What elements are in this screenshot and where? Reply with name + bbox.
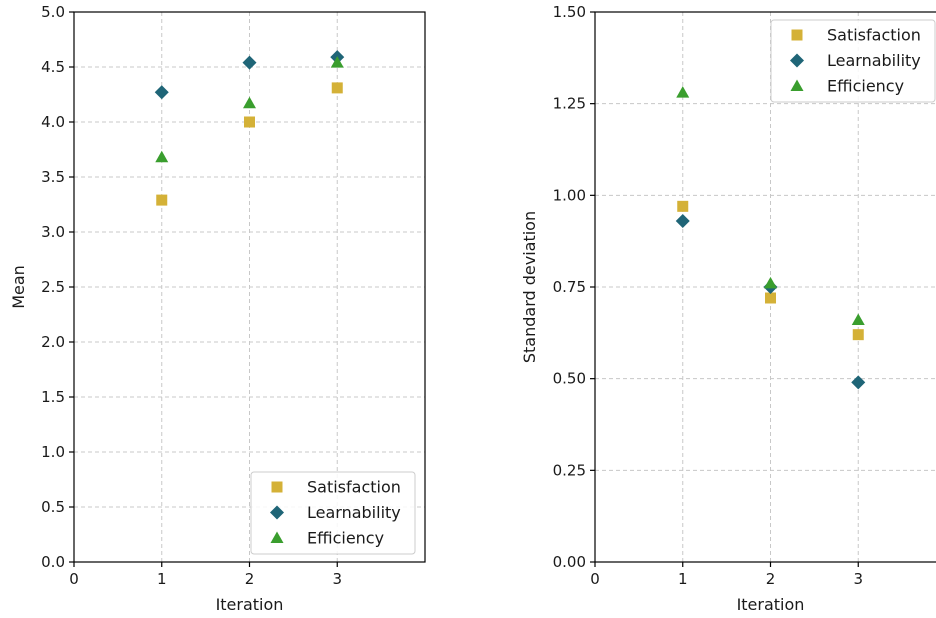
legend: Satisfaction Learnability Efficiency bbox=[250, 471, 416, 555]
y-tick-label: 2.0 bbox=[41, 333, 65, 351]
y-axis-label: Standard deviation bbox=[520, 211, 539, 363]
legend-frame bbox=[250, 471, 416, 555]
y-tick-label: 3.0 bbox=[41, 223, 65, 241]
legend-marker-efficiency bbox=[270, 531, 284, 543]
mean-panel: 0 1 2 3 0.0 0.5 1.0 1.5 2.0 2.5 3.0 3.5 4.0 4.5 5.0 Ite… bbox=[9, 3, 426, 614]
x-tick-label: 0 bbox=[69, 570, 79, 588]
y-tick-label: 1.00 bbox=[553, 186, 586, 204]
x-tick-label: 2 bbox=[766, 570, 776, 588]
data-point-learnability bbox=[154, 85, 169, 100]
y-tick-label: 4.0 bbox=[41, 113, 65, 131]
legend-marker-learnability bbox=[270, 505, 284, 520]
y-tick-label: 1.5 bbox=[41, 388, 65, 406]
data-point-efficiency bbox=[764, 276, 777, 289]
y-tick-label: 0.25 bbox=[553, 461, 586, 479]
legend-marker-learnability bbox=[790, 53, 804, 68]
x-tick-label: 1 bbox=[157, 570, 167, 588]
data-point-satisfaction bbox=[677, 200, 689, 212]
data-point-efficiency bbox=[243, 96, 256, 109]
data-point-satisfaction bbox=[765, 292, 776, 304]
data-point-learnability bbox=[242, 55, 257, 70]
x-tick-label: 3 bbox=[853, 570, 863, 588]
x-tick-label: 0 bbox=[590, 570, 600, 588]
data-point-satisfaction bbox=[244, 116, 255, 128]
y-tick-label: 0.00 bbox=[553, 553, 586, 571]
x-tick-label: 1 bbox=[678, 570, 688, 588]
y-tick-label: 0.50 bbox=[553, 370, 586, 388]
legend-marker-satisfaction bbox=[791, 29, 803, 41]
y-tick-label: 4.5 bbox=[41, 58, 65, 76]
y-tick-label: 3.5 bbox=[41, 168, 65, 186]
data-point-learnability bbox=[851, 375, 866, 390]
data-point-satisfaction bbox=[156, 194, 168, 206]
y-tick-label: 5.0 bbox=[41, 3, 65, 21]
data-point-efficiency bbox=[155, 150, 169, 163]
data-point-satisfaction bbox=[852, 329, 864, 341]
legend-marker-satisfaction bbox=[271, 481, 283, 493]
legend-label: Efficiency bbox=[827, 77, 904, 96]
y-tick-label: 1.25 bbox=[553, 95, 586, 113]
x-axis-label: Iteration bbox=[737, 595, 805, 614]
x-tick-label: 2 bbox=[245, 570, 255, 588]
data-point-efficiency bbox=[851, 313, 865, 325]
x-axis-label: Iteration bbox=[216, 595, 284, 614]
data-point-efficiency bbox=[676, 86, 690, 98]
y-tick-label: 2.5 bbox=[41, 278, 65, 296]
legend-label: Efficiency bbox=[307, 529, 384, 548]
legend-label: Learnability bbox=[827, 51, 921, 70]
y-tick-label: 0.0 bbox=[41, 553, 65, 571]
data-point-learnability bbox=[675, 214, 690, 228]
y-tick-label: 1.0 bbox=[41, 443, 65, 461]
legend-label: Satisfaction bbox=[827, 26, 921, 45]
legend-marker-efficiency bbox=[790, 79, 804, 91]
data-point-satisfaction bbox=[331, 82, 343, 94]
legend-frame bbox=[770, 19, 936, 103]
legend-label: Satisfaction bbox=[307, 478, 401, 497]
legend-label: Learnability bbox=[307, 503, 401, 522]
data-point-efficiency bbox=[330, 56, 344, 68]
legend: Satisfaction Learnability Efficiency bbox=[770, 19, 936, 103]
std-panel: 0 1 2 3 0.00 0.25 0.50 0.75 1.00 1.25 1.50 Iteratio… bbox=[520, 3, 936, 614]
y-tick-label: 0.5 bbox=[41, 498, 65, 516]
x-tick-label: 3 bbox=[332, 570, 342, 588]
y-tick-label: 0.75 bbox=[553, 278, 586, 296]
y-tick-label: 1.50 bbox=[553, 3, 586, 21]
y-axis-label: Mean bbox=[9, 265, 28, 309]
